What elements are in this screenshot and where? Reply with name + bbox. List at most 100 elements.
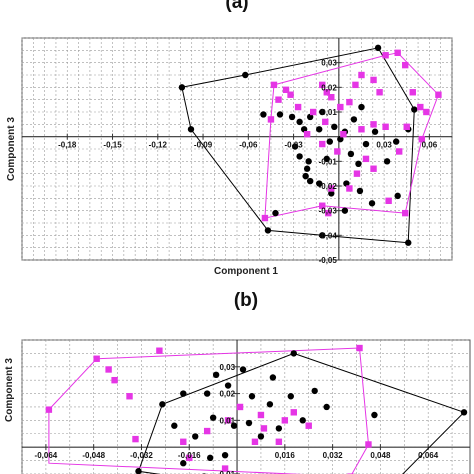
y-tick-label: 0,02	[321, 83, 337, 92]
data-point-square	[328, 94, 335, 101]
data-point-circle	[296, 153, 303, 160]
data-point-square	[132, 435, 139, 443]
data-point-square	[290, 409, 297, 416]
data-point-square	[385, 197, 392, 204]
data-point-circle	[239, 366, 247, 373]
x-tick-label: 0,06	[422, 141, 438, 150]
data-point-square	[323, 89, 330, 96]
y-tick-label: -0,05	[319, 256, 338, 265]
data-point-circle	[276, 111, 284, 118]
data-point-square	[352, 81, 359, 89]
data-point-circle	[337, 135, 344, 143]
data-point-circle	[171, 422, 178, 429]
data-point-circle	[343, 180, 350, 187]
data-point-square	[203, 427, 211, 435]
data-point-circle	[275, 425, 283, 432]
data-point-circle	[245, 419, 253, 427]
y-tick-label: -0,04	[319, 231, 338, 240]
panel-b-y-axis-title: Component 3	[4, 358, 15, 422]
x-tick-label: 0,032	[323, 451, 344, 460]
y-tick-label: 0,01	[219, 416, 235, 425]
x-tick-label: -0,016	[178, 451, 201, 460]
panel-a-y-axis-title: Component 3	[6, 117, 17, 181]
data-point-square	[294, 103, 302, 111]
y-tick-label: 0,02	[219, 390, 235, 399]
y-tick-label: -0,01	[217, 470, 236, 474]
data-point-circle	[319, 232, 326, 239]
data-point-circle	[269, 374, 277, 381]
data-point-square	[382, 123, 389, 130]
data-point-square	[394, 49, 401, 56]
x-tick-label: -0,06	[239, 141, 258, 150]
data-point-circle	[180, 460, 187, 467]
x-tick-label: -0,18	[58, 141, 77, 150]
data-point-circle	[306, 177, 314, 185]
data-point-square	[186, 454, 193, 462]
data-point-circle	[224, 382, 232, 389]
data-point-square	[370, 76, 377, 84]
data-point-square	[45, 406, 53, 413]
data-point-circle	[203, 390, 211, 397]
data-point-square	[417, 103, 424, 111]
y-tick-label: -0,01	[319, 157, 338, 166]
data-point-square	[287, 91, 294, 98]
y-tick-label: -0,02	[319, 182, 338, 191]
data-point-circle	[187, 126, 195, 133]
panel-a-axes	[22, 38, 452, 261]
data-point-square	[309, 108, 317, 116]
data-point-circle	[300, 126, 308, 133]
data-point-circle	[411, 106, 418, 113]
data-point-square	[340, 131, 347, 138]
x-tick-label: -0,064	[35, 451, 58, 460]
panel-a-tick-labels: -0,18 -0,15 -0,12 -0,09 -0,06 -0,03 0,03 0,06 0,…	[58, 59, 438, 265]
data-point-square	[93, 355, 100, 362]
data-point-square	[257, 411, 265, 419]
data-point-circle	[230, 422, 238, 429]
data-point-circle	[374, 44, 382, 52]
data-point-square	[260, 425, 268, 432]
data-point-square	[224, 417, 232, 424]
panel-a-x-axis-title: Component 1	[214, 266, 278, 277]
data-point-square	[325, 209, 332, 217]
data-point-circle	[341, 207, 349, 214]
data-point-square	[409, 89, 416, 96]
data-point-circle	[212, 371, 220, 379]
data-point-circle	[316, 126, 323, 133]
data-point-square	[328, 185, 335, 192]
data-point-square	[282, 86, 290, 93]
data-point-square	[356, 344, 363, 352]
data-point-circle	[248, 393, 256, 400]
data-point-circle	[290, 350, 297, 357]
data-point-square	[156, 347, 163, 354]
data-point-circle	[272, 209, 279, 217]
data-point-circle	[242, 71, 249, 79]
data-point-circle	[287, 393, 294, 400]
data-point-square	[180, 438, 187, 445]
panel-a-label: (a)	[225, 0, 248, 13]
panel-a: (a) -0,18 -0,15 -0,12 -0,09 -0,06 -0,03 0,03 0,…	[6, 0, 453, 277]
data-point-circle	[209, 414, 217, 421]
data-point-square	[270, 81, 278, 89]
x-tick-label: 0,048	[370, 451, 391, 460]
data-point-circle	[362, 140, 370, 148]
data-point-circle	[392, 138, 400, 145]
data-point-circle	[299, 417, 306, 424]
data-point-square	[126, 393, 133, 400]
data-point-circle	[355, 160, 362, 167]
data-point-square	[105, 366, 112, 373]
data-point-circle	[323, 403, 330, 411]
data-point-circle	[311, 387, 318, 395]
x-tick-label: 0,064	[418, 451, 439, 460]
data-point-square	[303, 131, 311, 138]
x-tick-label: 0,03	[376, 141, 392, 150]
group-hull	[264, 52, 439, 219]
y-tick-label: -0,03	[319, 207, 338, 216]
data-point-circle	[319, 108, 326, 116]
data-point-circle	[291, 143, 299, 150]
data-point-square	[305, 422, 312, 429]
data-point-circle	[350, 116, 358, 123]
panel-b-points	[45, 344, 468, 474]
data-point-circle	[221, 451, 229, 459]
data-point-square	[275, 438, 283, 445]
data-point-circle	[356, 187, 364, 195]
